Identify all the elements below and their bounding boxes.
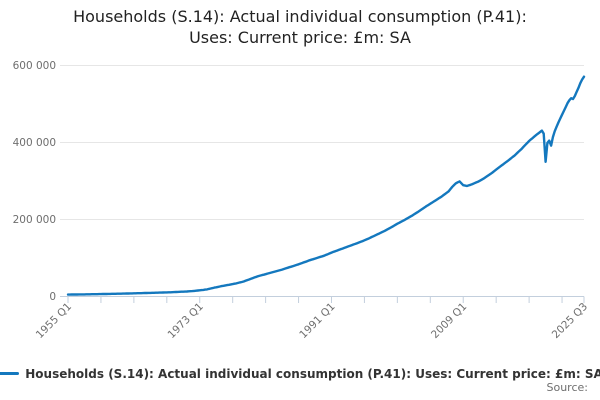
y-tick-label: 600 000 [13, 60, 56, 72]
x-tick-label: 1973 Q1 [166, 301, 206, 341]
x-tick-label: 1991 Q1 [297, 301, 337, 341]
y-tick-label: 200 000 [13, 214, 56, 226]
legend-label: Households (S.14): Actual individual con… [25, 366, 600, 381]
chart-title-line2: Uses: Current price: £m: SA [189, 28, 411, 47]
x-tick-label: 2025 Q3 [550, 301, 590, 341]
chart-title: Households (S.14): Actual individual con… [0, 6, 600, 48]
chart-title-line1: Households (S.14): Actual individual con… [73, 7, 527, 26]
source-label: Source: [546, 381, 589, 394]
y-tick-label: 400 000 [13, 137, 56, 149]
legend: Households (S.14): Actual individual con… [0, 365, 600, 382]
y-tick-label: 0 [49, 291, 56, 303]
data-series-line [66, 75, 586, 296]
x-tick-label: 2009 Q1 [429, 301, 469, 341]
legend-line-marker [0, 372, 20, 375]
line-chart-canvas: 0 200 000 400 000 600 000 1955 Q1 1973 Q1 1991… [13, 60, 591, 341]
x-tick-label: 1955 Q1 [34, 301, 74, 341]
